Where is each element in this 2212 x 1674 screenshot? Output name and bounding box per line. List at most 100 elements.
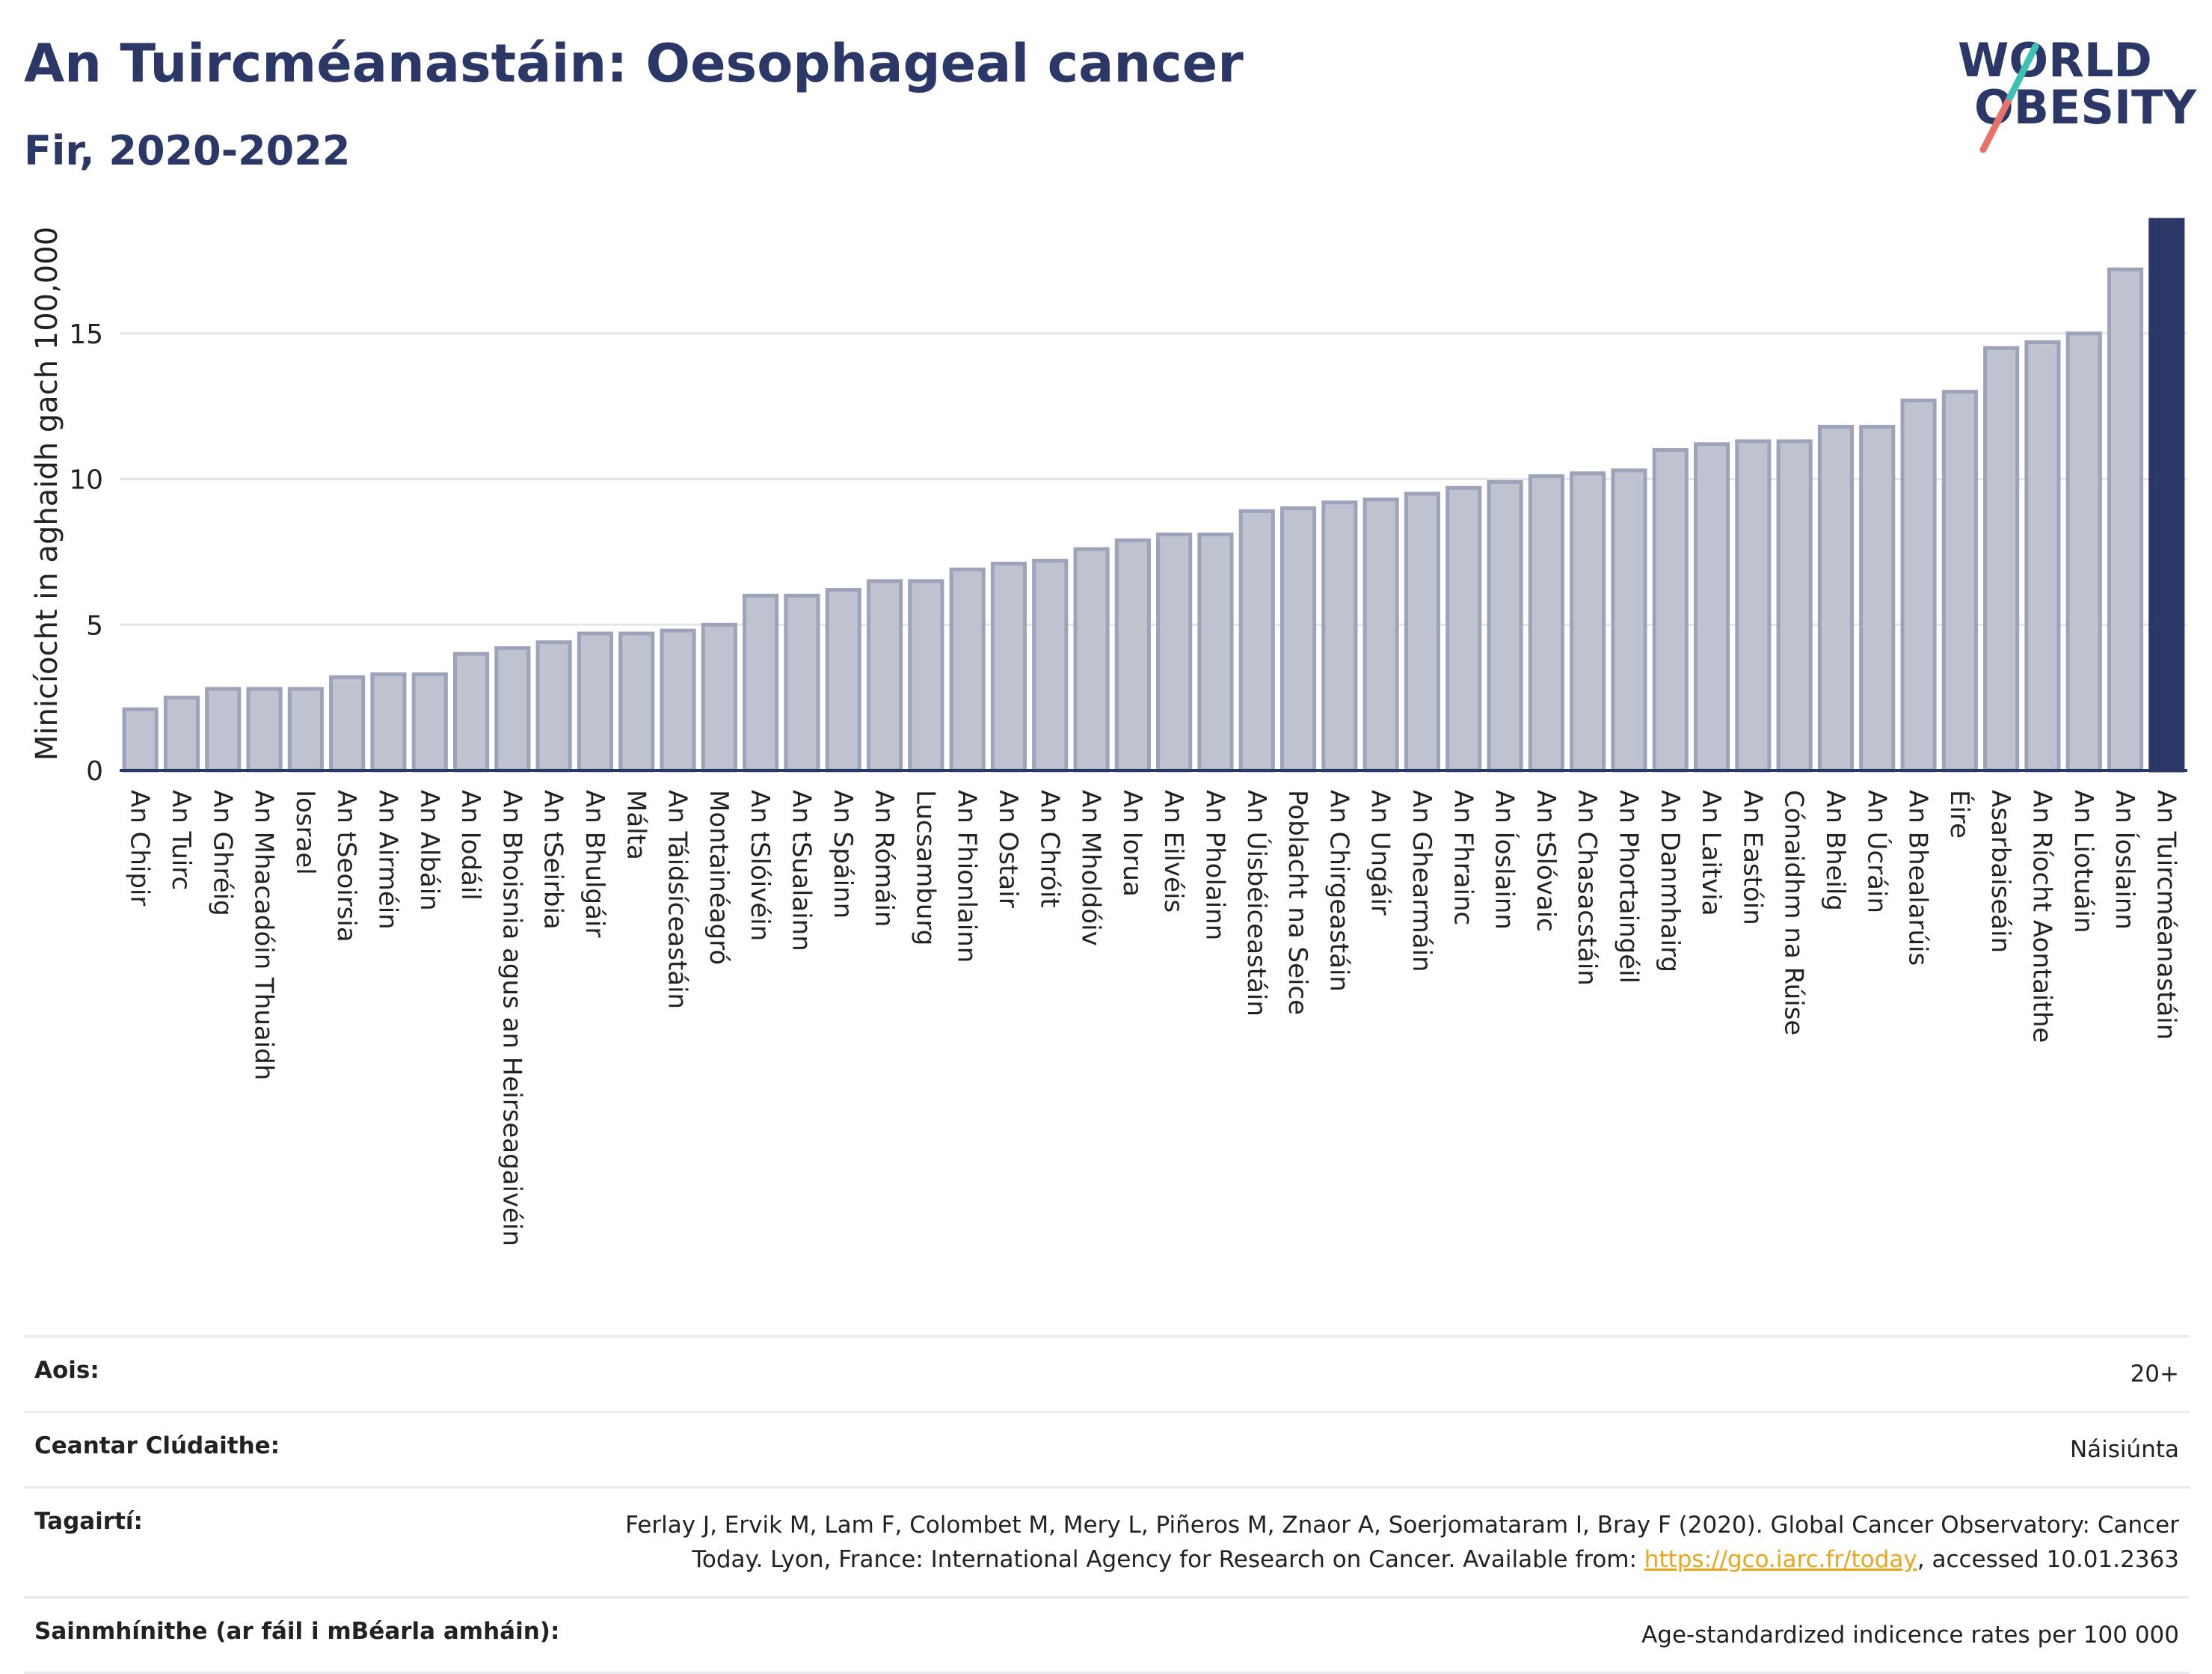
- bar: [1487, 479, 1523, 773]
- x-tick-label: An Bheilg: [1820, 790, 1850, 911]
- meta-row-age: Aois: 20+: [24, 1335, 2190, 1411]
- bar: [1404, 491, 1441, 773]
- x-tick-label: An Íoslainn: [1490, 790, 1520, 930]
- references-link[interactable]: https://gco.iarc.fr/today: [1644, 1546, 1917, 1573]
- bar: [1735, 439, 1772, 773]
- coverage-label: Ceantar Clúdaithe:: [34, 1432, 280, 1459]
- x-tick-label: An Chipir: [125, 790, 155, 906]
- bar: [1859, 424, 1896, 773]
- bar: [2065, 331, 2102, 773]
- x-tick-label: An Úisbéiceastáin: [1241, 790, 1272, 1017]
- x-tick-label: An Ungáir: [1365, 790, 1395, 916]
- bar: [287, 687, 324, 773]
- bar: [784, 593, 820, 773]
- x-tick-label: Iosrael: [290, 790, 320, 875]
- x-tick-label: An tSlóvaic: [1531, 790, 1561, 932]
- x-tick-label: An Phortaingéil: [1613, 790, 1643, 984]
- x-tick-label: An Iodáil: [455, 790, 485, 901]
- x-tick-label: An Tuirc: [166, 790, 196, 890]
- bar: [494, 646, 531, 773]
- x-tick-label: An Táidsíceastáin: [663, 790, 692, 1009]
- bar: [949, 567, 986, 773]
- x-tick-label: An Rómáin: [869, 790, 899, 927]
- definitions-label: Sainmhínithe (ar fáil i mBéarla amháin):: [34, 1618, 560, 1645]
- y-axis-label: Minicíocht in aghaidh gach 100,000: [30, 227, 64, 761]
- bar: [1362, 497, 1399, 773]
- y-tick-label: 0: [86, 756, 103, 787]
- x-tick-label: An Danmhairg: [1655, 790, 1685, 972]
- bar: [452, 651, 490, 773]
- x-tick-label: Cónaidhm na Rúise: [1779, 790, 1809, 1035]
- references-value: Ferlay J, Ervik M, Lam F, Colombet M, Me…: [571, 1508, 2179, 1577]
- bar: [1279, 506, 1317, 773]
- bar: [1156, 533, 1193, 773]
- x-tick-label: An Úcráin: [1861, 790, 1892, 913]
- meta-row-coverage: Ceantar Clúdaithe: Náisiúnta: [24, 1411, 2190, 1486]
- x-tick-label: An Airméin: [372, 790, 402, 930]
- bar: [1032, 559, 1069, 773]
- bar: [618, 631, 655, 773]
- x-tick-label: An Eilvéis: [1158, 790, 1188, 913]
- chart-subtitle: Fir, 2020-2022: [24, 127, 351, 174]
- bar: [1570, 471, 1606, 773]
- bar: [246, 687, 283, 773]
- x-tick-label: An Ostair: [993, 790, 1023, 908]
- x-tick-label: An Tuircméanastáin: [2151, 790, 2181, 1040]
- x-tick-label: Poblacht na Seice: [1282, 790, 1312, 1015]
- bar: [411, 672, 448, 773]
- x-tick-label: An Fhionlainn: [952, 790, 982, 963]
- bar: [1197, 533, 1234, 773]
- x-tick-label: An Ghearmáin: [1407, 790, 1437, 972]
- x-tick-label: An Liotuáin: [2068, 790, 2098, 933]
- x-tick-label: An Fhrainc: [1448, 790, 1478, 925]
- references-text: Ferlay J, Ervik M, Lam F, Colombet M, Me…: [625, 1512, 2179, 1573]
- x-tick-label: An Íoslainn: [2110, 790, 2140, 930]
- x-tick-label: An Spáinn: [828, 790, 858, 919]
- bar: [329, 675, 366, 773]
- bar: [1321, 500, 1358, 773]
- meta-row-definitions: Sainmhínithe (ar fáil i mBéarla amháin):…: [24, 1596, 2190, 1674]
- bar: [1817, 424, 1855, 773]
- bar: [908, 579, 944, 773]
- bar: [660, 628, 696, 773]
- meta-row-references: Tagairtí: Ferlay J, Ervik M, Lam F, Colo…: [24, 1486, 2190, 1596]
- bar: [1900, 398, 1937, 773]
- x-tick-label: An Mholdóiv: [1076, 790, 1106, 946]
- coverage-value: Náisiúnta: [2069, 1436, 2179, 1463]
- x-tick-label: Asarbaiseáin: [1985, 790, 2015, 953]
- x-tick-label: Málta: [621, 790, 651, 860]
- definitions-value: Age-standardized indicence rates per 100…: [1641, 1622, 2179, 1649]
- bar: [1941, 390, 1978, 773]
- bar: [743, 593, 779, 773]
- age-value: 20+: [2130, 1361, 2179, 1388]
- x-tick-label: An Eastóin: [1737, 790, 1767, 925]
- x-tick-label: An Chasacstáin: [1572, 790, 1602, 986]
- bar: [577, 631, 614, 773]
- bar: [370, 672, 407, 773]
- bar: [866, 579, 903, 773]
- bar: [2107, 267, 2144, 773]
- bar: [163, 696, 200, 773]
- bar: [1528, 474, 1564, 773]
- bar: [122, 707, 159, 773]
- chart-title: An Tuircméanastáin: Oesophageal cancer: [24, 33, 1244, 94]
- world-obesity-logo: WORLD OBESITY: [1958, 33, 2197, 153]
- x-tick-label: An tSlóivéin: [745, 790, 775, 941]
- x-tick-label: Éire: [1944, 790, 1975, 838]
- x-tick-label: An Chirgeastáin: [1324, 790, 1354, 992]
- x-tick-label: An Iorua: [1117, 790, 1147, 897]
- x-tick-label: An tSualainn: [786, 790, 816, 951]
- bar: [1611, 468, 1647, 773]
- bar-highlight: [2148, 218, 2185, 773]
- age-label: Aois:: [34, 1357, 99, 1384]
- x-tick-label: An Mhacadóin Thuaidh: [249, 790, 279, 1080]
- bar: [1114, 538, 1151, 773]
- bar: [2024, 340, 2061, 773]
- x-tick-label: An Ghréig: [207, 790, 237, 916]
- bar: [1073, 547, 1110, 773]
- references-accessed: , accessed 10.01.2363: [1917, 1546, 2179, 1573]
- x-tick-label: An Chróit: [1034, 790, 1064, 908]
- bar: [1652, 448, 1689, 773]
- y-tick-label: 5: [86, 610, 103, 641]
- y-tick-label: 10: [69, 465, 103, 496]
